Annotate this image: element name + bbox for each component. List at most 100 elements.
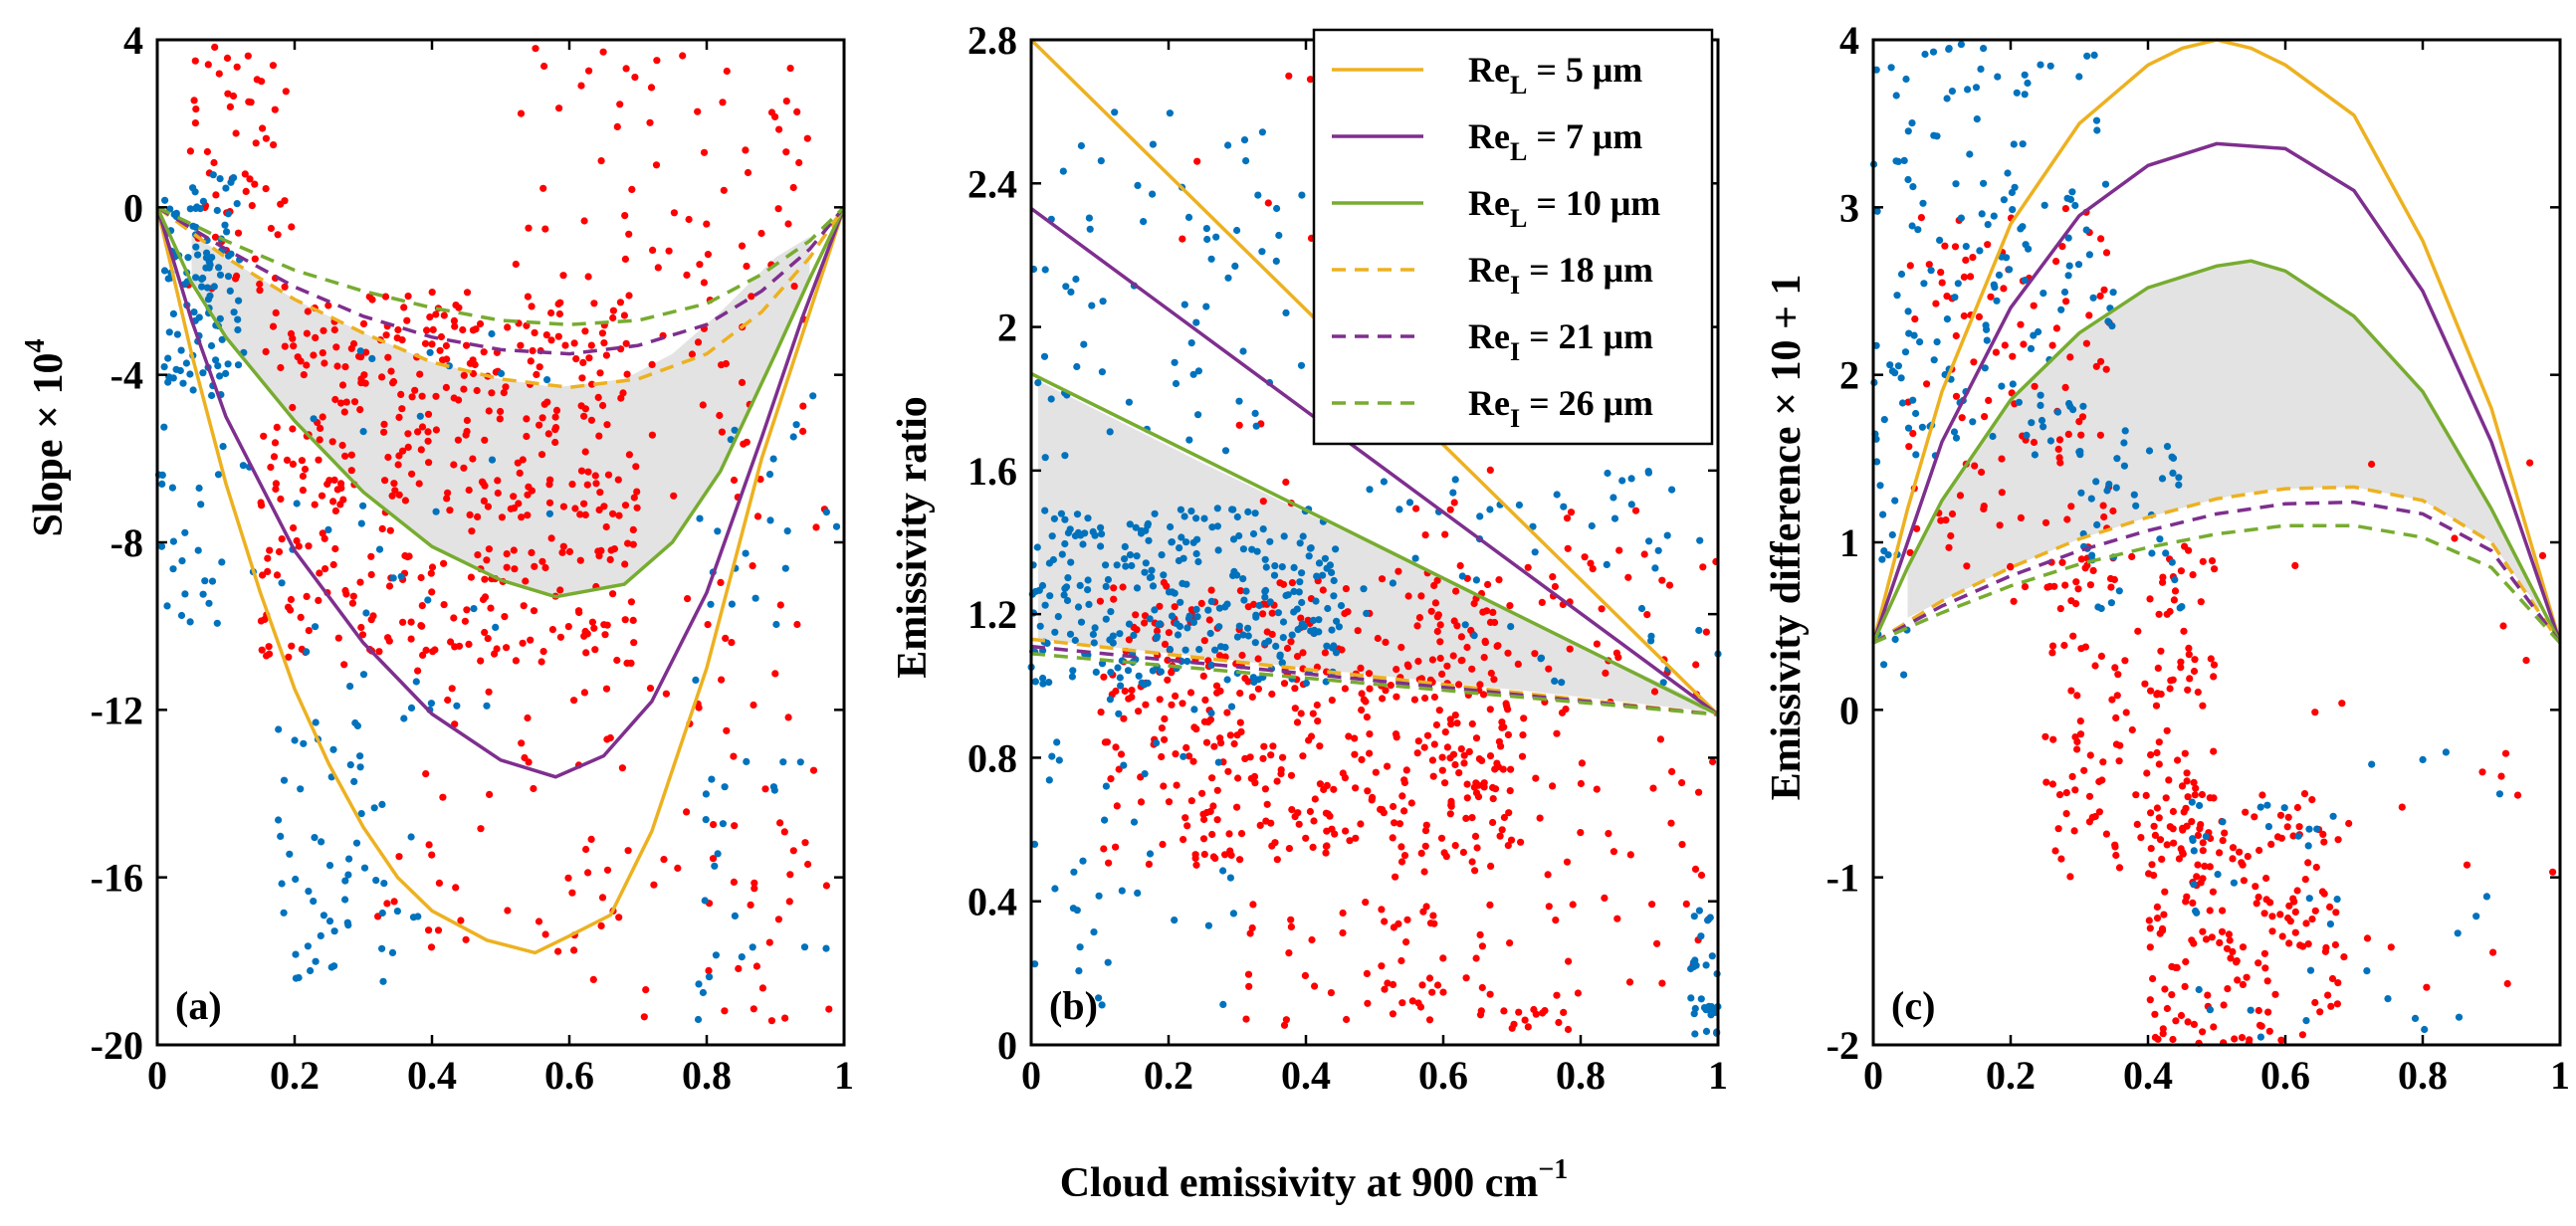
panel-a-red-point	[765, 938, 773, 946]
panel-b-blue-point	[1084, 586, 1092, 594]
panel-b-red-point	[1096, 597, 1104, 605]
panel-b-red-point	[1307, 732, 1316, 740]
panel-c-red-point	[2201, 862, 2209, 871]
panel-c-curve-re-i-26-m	[1872, 523, 2562, 645]
panel-a-red-point	[614, 476, 622, 484]
panel-c-red-point	[2204, 991, 2212, 999]
legend-label-sub: L	[1510, 137, 1527, 166]
panel-b-blue-point	[1380, 478, 1388, 486]
panel-a-red-point	[341, 452, 349, 460]
panel-a-red-point	[559, 542, 567, 550]
panel-a-blue-point	[742, 549, 750, 557]
panel-c-red-point	[2312, 863, 2320, 872]
panel-b-red-point	[1363, 969, 1371, 978]
panel-b-red-point	[1197, 599, 1205, 608]
panel-a-red-point	[793, 620, 801, 629]
panel-c-red-point	[2398, 803, 2406, 811]
panel-b-red-point	[1428, 656, 1436, 664]
panel-b-red-point	[1161, 735, 1169, 743]
panel-b-blue-point	[1104, 575, 1112, 584]
panel-a-red-point	[524, 511, 532, 519]
panel-a-red-point	[603, 421, 611, 429]
panel-c-red-point	[2218, 927, 2227, 935]
panel-c-red-point	[2284, 914, 2292, 922]
panel-a-red-point	[615, 914, 623, 921]
panel-c-blue-point	[2145, 447, 2154, 455]
panel-b-red-point	[1389, 980, 1397, 989]
panel-a-red-point	[580, 217, 588, 225]
panel-a-blue-point	[190, 308, 198, 316]
panel-c-red-point	[2055, 436, 2064, 444]
panel-c-blue-point	[1916, 338, 1924, 346]
panel-a-red-point	[615, 511, 623, 519]
panel-b-red-point	[1430, 740, 1438, 748]
panel-b-blue-point	[1275, 231, 1283, 240]
panel-b-blue-point	[1315, 616, 1323, 624]
panel-a-curve-re-i-26-m	[156, 205, 846, 326]
panel-a-blue-point	[234, 361, 243, 369]
panel-a-blue-point	[233, 200, 241, 208]
panel-c-blue-point	[1884, 551, 1892, 559]
panel-a-blue-point	[210, 283, 218, 291]
panel-b-red-point	[1200, 637, 1208, 645]
legend-label-sub: L	[1510, 204, 1527, 233]
panel-c-red-point	[2260, 910, 2268, 918]
panel-b-blue-point	[1142, 559, 1150, 567]
panel-a-blue-point	[325, 918, 334, 925]
panel-a-red-point	[761, 785, 769, 793]
panel-b-red-point	[1504, 649, 1512, 657]
panel-c-blue-point	[2023, 431, 2031, 439]
panel-b-red-point	[1490, 676, 1498, 684]
panel-b-blue-point	[1181, 301, 1188, 308]
panel-b-red-point	[1226, 847, 1234, 855]
panel-c-red-point	[1938, 279, 1946, 287]
panel-b-red-point	[1569, 901, 1577, 909]
panel-c-red-point	[2147, 751, 2155, 759]
panel-b-red-point	[1313, 701, 1321, 710]
panel-b-blue-point	[1258, 128, 1266, 136]
panel-c-red-point	[2143, 769, 2151, 777]
panel-a-blue-point	[186, 370, 194, 378]
panel-c-red-point	[2000, 285, 2008, 293]
panel-c-red-point	[2159, 1030, 2167, 1038]
panel-b-red-point	[1254, 655, 1262, 663]
panel-b-red-point	[1615, 546, 1623, 554]
panel-b-red-point	[1345, 732, 1353, 740]
panel-c-red-point	[2061, 205, 2069, 213]
panel-b-red-point	[1309, 843, 1317, 852]
panel-a-red-point	[421, 339, 430, 347]
panel-a-blue-point	[213, 619, 221, 627]
panel-b-red-point	[1468, 665, 1476, 673]
panel-c-red-point	[2253, 900, 2260, 908]
panel-a-red-point	[399, 618, 407, 626]
panel-b-red-point	[1491, 618, 1499, 627]
panel-c-red-point	[1923, 380, 1931, 388]
panel-c-red-point	[2319, 830, 2327, 839]
panel-b-red-point	[1351, 750, 1359, 758]
panel-c-red-point	[2159, 578, 2167, 586]
panel-c-red-point	[2189, 899, 2197, 908]
panel-a-blue-point	[470, 605, 478, 613]
panel-a-red-point	[486, 790, 494, 799]
panel-b-red-point	[1105, 859, 1113, 867]
panel-b-blue-point	[1558, 679, 1566, 687]
panel-a-blue-point	[728, 600, 737, 608]
panel-a-blue-point	[198, 283, 206, 291]
panel-c-red-point	[2278, 932, 2286, 940]
panel-b-blue-point	[1074, 528, 1082, 537]
panel-b-red-point	[1216, 687, 1224, 696]
panel-c-blue-point	[2162, 549, 2170, 557]
panel-a-red-point	[502, 383, 510, 391]
panel-c-red-point	[2324, 991, 2332, 999]
panel-c-red-point	[2092, 362, 2100, 370]
panel-a-red-point	[297, 613, 305, 622]
panel-b-red-point	[1310, 817, 1318, 825]
panel-a-blue-point	[714, 850, 722, 858]
panel-c-red-point	[2114, 671, 2122, 679]
panel-a-blue-point	[343, 919, 351, 926]
panel-c-blue-point	[1905, 329, 1913, 337]
panel-c-blue-point	[2064, 234, 2072, 242]
panel-b-blue-point	[1389, 579, 1396, 587]
panel-b-red-point	[1346, 837, 1354, 845]
panel-a-blue-point	[178, 557, 186, 565]
